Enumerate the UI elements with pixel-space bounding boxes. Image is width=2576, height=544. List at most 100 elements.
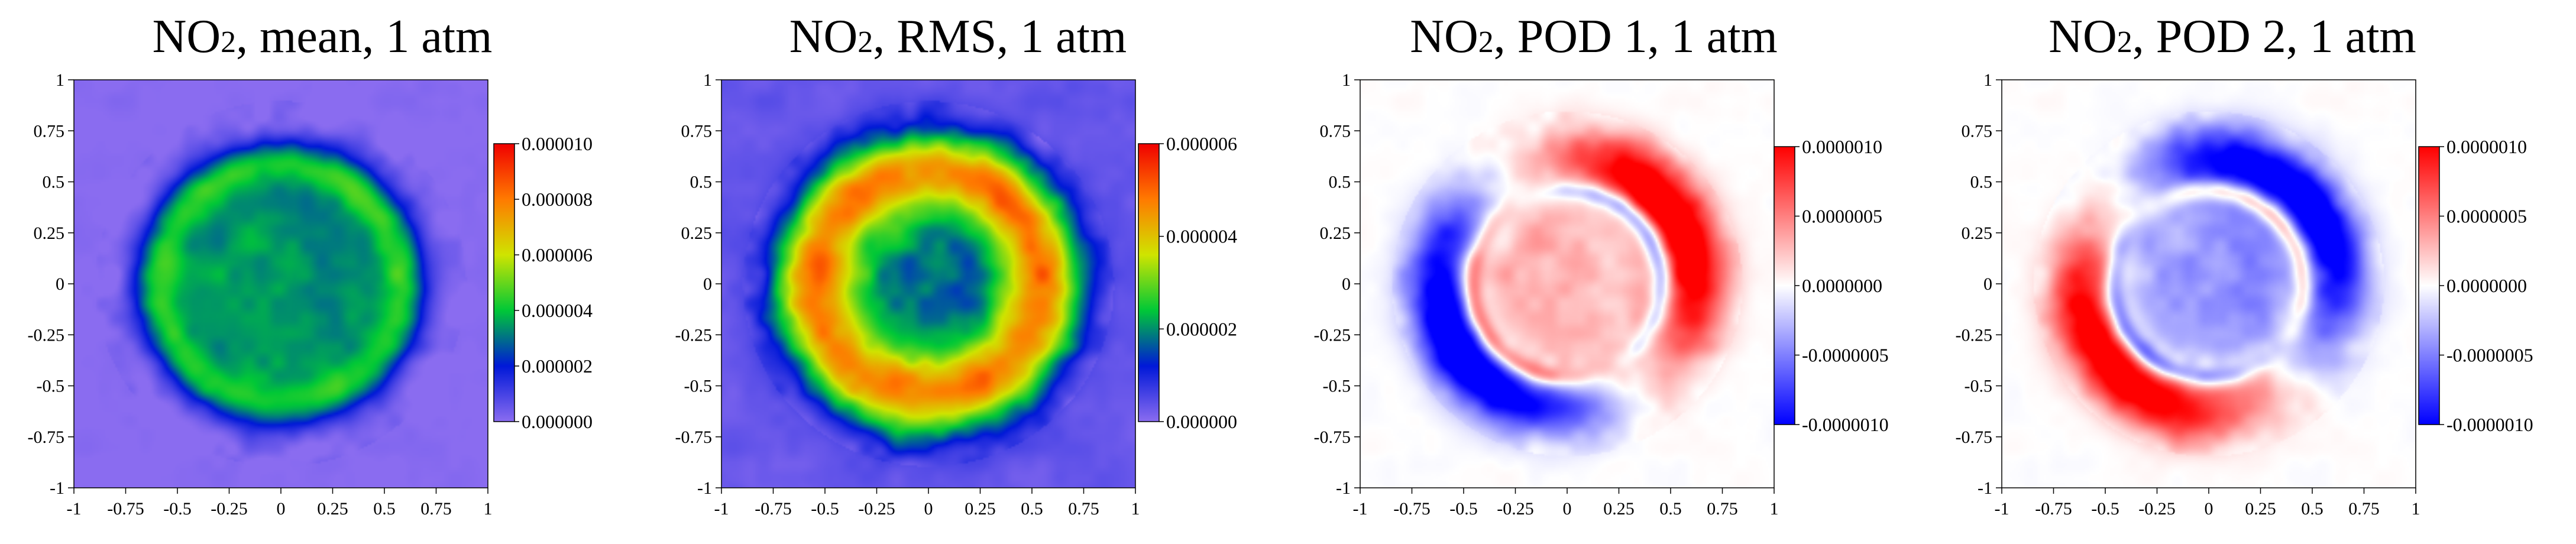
y-tick-label: 0.5 xyxy=(690,173,713,192)
colorbar-tick-label: 0.000004 xyxy=(1166,226,1237,247)
x-tick-label: 1 xyxy=(2412,499,2420,519)
colorbar-tick-label: 0.000002 xyxy=(1166,318,1237,339)
colorbar xyxy=(1774,146,1795,425)
colorbar-tick-label: 0.000000 xyxy=(1166,411,1237,432)
y-tick-label: 0.75 xyxy=(34,121,65,141)
x-tick-label: 0.75 xyxy=(2348,499,2380,519)
y-tick-label: 1 xyxy=(1342,70,1351,90)
title-rest: , POD 2, 1 atm xyxy=(2132,11,2416,63)
title-rest: , mean, 1 atm xyxy=(236,11,492,63)
x-tick-label: 0 xyxy=(277,499,286,519)
y-tick-label: 0.75 xyxy=(1962,121,1993,141)
x-tick-label: 0.75 xyxy=(420,499,452,519)
x-tick-label: 0.75 xyxy=(1068,499,1099,519)
x-tick-label: -0.25 xyxy=(858,499,895,519)
y-tick-label: -1 xyxy=(1978,478,1992,498)
title-species: NO xyxy=(2048,11,2117,63)
x-tick-label: 0.25 xyxy=(317,499,348,519)
colorbar-tick-label: 0.0000000 xyxy=(2446,275,2527,296)
x-tick-label: 0.75 xyxy=(1707,499,1738,519)
x-tick-label: -1 xyxy=(67,499,82,519)
y-tick-label: -0.25 xyxy=(28,325,65,345)
x-tick-label: -1 xyxy=(1995,499,2009,519)
colorbar-tick-label: 0.0000010 xyxy=(2446,136,2527,157)
x-tick-label: -0.75 xyxy=(2035,499,2072,519)
heatmap-image xyxy=(1360,80,1774,488)
colorbar-tick-label: 0.000008 xyxy=(522,189,593,210)
y-tick-label: -1 xyxy=(50,478,64,498)
y-tick-label: -1 xyxy=(1336,478,1351,498)
title-rest: , RMS, 1 atm xyxy=(873,11,1127,63)
y-tick-label: -0.75 xyxy=(28,428,65,447)
chart-panel-3: NO2, POD 1, 1 atm -1 -0.75 -0.5 -0.25 0 0.25 0.… xyxy=(1314,11,1889,519)
title-species: NO xyxy=(153,11,221,63)
x-tick-label: 0.5 xyxy=(2301,499,2323,519)
y-tick-label: -0.5 xyxy=(1323,377,1351,396)
colorbar-tick-label: 0.0000000 xyxy=(1802,275,1882,296)
y-tick-label: -0.5 xyxy=(684,377,713,396)
colorbar xyxy=(2418,146,2440,425)
y-tick-label: 0 xyxy=(1983,274,1992,294)
y-tick-label: 0.25 xyxy=(1962,224,1993,243)
y-tick-label: -0.75 xyxy=(675,428,713,447)
title-species: NO xyxy=(789,11,858,63)
x-tick-label: 1 xyxy=(1770,499,1779,519)
y-tick-label: 0.75 xyxy=(681,121,713,141)
y-tick-label: -0.75 xyxy=(1956,428,1993,447)
title-subscript: 2 xyxy=(221,25,236,59)
colorbar-tick-label: 0.000006 xyxy=(522,244,593,265)
x-tick-label: 0 xyxy=(2205,499,2213,519)
colorbar-tick-label: -0.0000010 xyxy=(1802,414,1889,435)
colorbar-tick-label: 0.0000005 xyxy=(1802,206,1882,227)
y-tick-label: -0.75 xyxy=(1314,428,1351,447)
chart-title: NO2, RMS, 1 atm xyxy=(789,11,1127,63)
title-species: NO xyxy=(1410,11,1478,63)
x-tick-label: 1 xyxy=(1131,499,1140,519)
colorbar xyxy=(1138,143,1160,422)
y-tick-label: 1 xyxy=(1983,70,1992,90)
chart-panel-1: NO2, mean, 1 atm -1 -0.75 -0.5 -0.25 0 0.25 0.5… xyxy=(28,11,593,519)
chart-panel-2: NO2, RMS, 1 atm -1 -0.75 -0.5 -0.25 0 0.25 0.5 0… xyxy=(675,11,1238,519)
heatmap-image xyxy=(74,80,488,488)
x-tick-label: -0.25 xyxy=(2138,499,2176,519)
x-tick-label: 0 xyxy=(1563,499,1572,519)
x-tick-label: -0.5 xyxy=(811,499,839,519)
x-tick-label: -1 xyxy=(1353,499,1368,519)
x-tick-label: -0.5 xyxy=(163,499,192,519)
chart-panel-4: NO2, POD 2, 1 atm -1 -0.75 -0.5 -0.25 0 0.25 0.… xyxy=(1956,11,2533,519)
colorbar-tick-label: 0.000004 xyxy=(522,300,593,321)
x-tick-label: 1 xyxy=(484,499,493,519)
x-tick-label: -0.5 xyxy=(2091,499,2119,519)
y-tick-label: 0.25 xyxy=(34,224,65,243)
y-tick-label: 0 xyxy=(703,274,712,294)
title-subscript: 2 xyxy=(857,25,873,59)
chart-title: NO2, POD 2, 1 atm xyxy=(2048,11,2416,63)
y-tick-label: 0.75 xyxy=(1320,121,1351,141)
colorbar-tick-label: 0.0000005 xyxy=(2446,206,2527,227)
heatmap-image xyxy=(721,80,1135,488)
y-tick-label: 1 xyxy=(56,70,64,90)
x-tick-label: -0.5 xyxy=(1449,499,1478,519)
colorbar-tick-label: 0.000002 xyxy=(522,355,593,377)
title-rest: , POD 1, 1 atm xyxy=(1494,11,1778,63)
x-tick-label: 0.25 xyxy=(1603,499,1635,519)
colorbar-tick-label: 0.0000010 xyxy=(1802,136,1882,157)
colorbar-tick-label: -0.0000005 xyxy=(1802,345,1889,366)
x-tick-label: -0.75 xyxy=(755,499,792,519)
heatmap-image xyxy=(2002,80,2416,488)
x-tick-label: -1 xyxy=(714,499,729,519)
y-tick-label: -0.25 xyxy=(1314,325,1351,345)
x-tick-label: 0.5 xyxy=(373,499,396,519)
title-subscript: 2 xyxy=(2117,25,2132,59)
x-tick-label: -0.25 xyxy=(211,499,248,519)
colorbar-tick-label: -0.0000010 xyxy=(2446,414,2533,435)
y-tick-label: 0.25 xyxy=(1320,224,1351,243)
y-tick-label: 1 xyxy=(703,70,712,90)
colorbar-tick-label: -0.0000005 xyxy=(2446,345,2533,366)
y-tick-label: -1 xyxy=(697,478,712,498)
y-tick-label: -0.25 xyxy=(1956,325,1993,345)
colorbar-tick-label: 0.000010 xyxy=(522,133,593,154)
colorbar-tick-label: 0.000000 xyxy=(522,411,593,432)
y-tick-label: 0.5 xyxy=(1329,173,1351,192)
